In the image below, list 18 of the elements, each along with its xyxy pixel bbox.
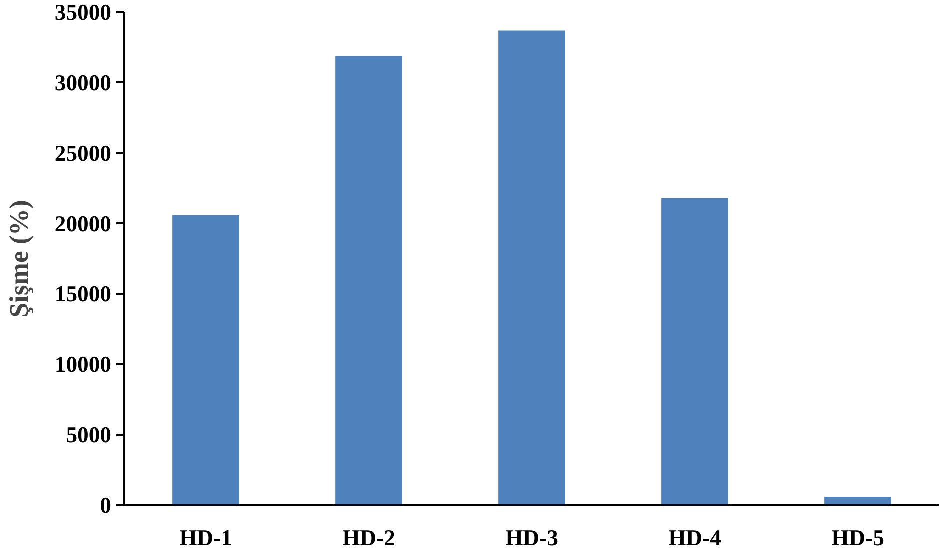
y-tick-label: 10000: [54, 352, 112, 378]
y-axis-title: Şişme (%): [4, 200, 34, 318]
x-tick-label: HD-2: [342, 526, 396, 550]
x-tick-label: HD-4: [668, 526, 722, 550]
y-tick-label: 0: [100, 493, 112, 518]
x-tick-label: HD-1: [180, 526, 232, 550]
y-tick-label: 5000: [66, 422, 112, 448]
y-tick-label: 30000: [54, 70, 112, 96]
bar: [336, 56, 402, 506]
x-tick-label: HD-5: [832, 526, 884, 550]
y-tick-label: 20000: [54, 211, 112, 236]
y-tick-label: 35000: [54, 0, 112, 25]
bar: [172, 215, 240, 506]
bar: [662, 198, 728, 506]
bar: [498, 30, 566, 506]
y-tick-label: 15000: [54, 282, 112, 307]
y-tick-label: 25000: [54, 140, 112, 166]
x-tick-label: HD-3: [506, 526, 558, 550]
